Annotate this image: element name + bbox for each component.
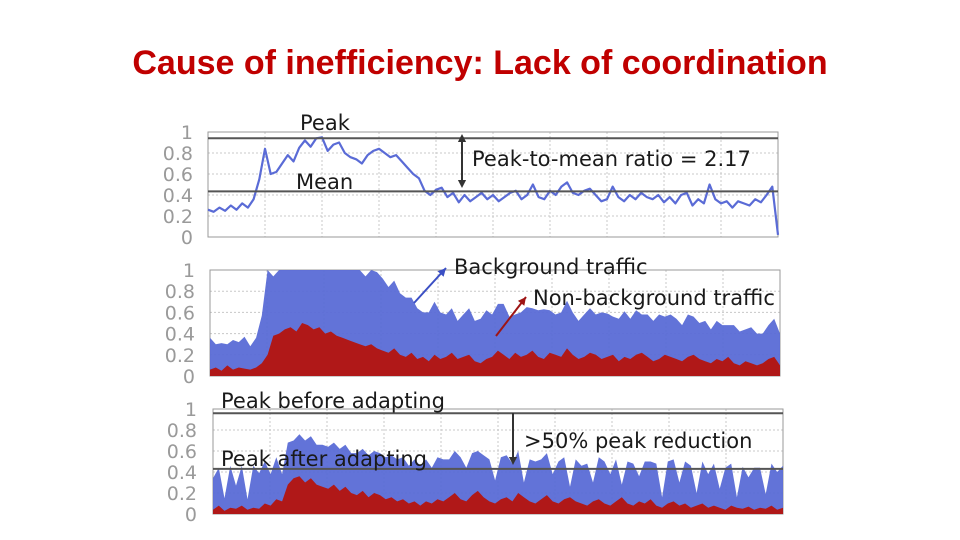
y-tick-label: 0.2	[163, 206, 193, 228]
annotation-background-label: Background traffic	[454, 255, 648, 279]
y-tick-label: 1	[181, 122, 193, 144]
ratio-arrow-head-up	[457, 134, 467, 142]
y-tick-label: 0.8	[165, 281, 195, 303]
annotation-reduction-label: >50% peak reduction	[524, 429, 752, 453]
series-line	[207, 136, 780, 236]
annotation-non-background-label: Non-background traffic	[533, 286, 775, 310]
annotation-peak-after-label: Peak after adapting	[221, 447, 427, 471]
y-tick-label: 0.4	[163, 185, 193, 207]
panel-peak-to-mean: 00.20.40.60.81	[163, 122, 780, 249]
slide-title: Cause of inefficiency: Lack of coordinat…	[132, 44, 828, 82]
y-tick-label: 0.4	[167, 462, 197, 484]
y-tick-label: 0	[181, 227, 193, 249]
y-tick-label: 0.4	[165, 324, 195, 346]
y-tick-label: 0.8	[163, 143, 193, 165]
y-tick-label: 0.8	[167, 420, 197, 442]
annotation-peak-label: Peak	[300, 111, 351, 135]
annotations: Peak Mean Peak-to-mean ratio = 2.17 Backgro…	[221, 111, 775, 471]
y-tick-label: 0.6	[163, 164, 193, 186]
annotation-ratio-label: Peak-to-mean ratio = 2.17	[472, 147, 751, 171]
y-tick-label: 0.2	[165, 345, 195, 367]
ratio-arrow-head-down	[457, 180, 467, 188]
area-background-traffic	[213, 434, 783, 514]
y-tick-label: 0.6	[167, 441, 197, 463]
y-tick-label: 1	[183, 260, 195, 282]
annotation-peak-before-label: Peak before adapting	[221, 389, 445, 413]
area-non-background-traffic	[210, 323, 780, 376]
y-tick-label: 1	[185, 399, 197, 421]
non-background-arrow-shaft	[495, 296, 527, 337]
y-tick-label: 0.2	[167, 483, 197, 505]
plot-frame	[207, 131, 779, 238]
background-arrow-head	[437, 268, 446, 277]
non-background-arrow-head	[517, 297, 526, 306]
reduction-arrow-head	[508, 457, 518, 465]
area-non-background-traffic	[213, 476, 783, 514]
annotation-mean-label: Mean	[296, 170, 353, 194]
y-tick-label: 0.6	[165, 302, 195, 324]
y-tick-label: 0	[185, 504, 197, 526]
panel-peak-reduction: 00.20.40.60.81	[167, 399, 784, 526]
panel-traffic-composition: 00.20.40.60.81	[165, 260, 781, 388]
y-tick-label: 0	[183, 366, 195, 388]
